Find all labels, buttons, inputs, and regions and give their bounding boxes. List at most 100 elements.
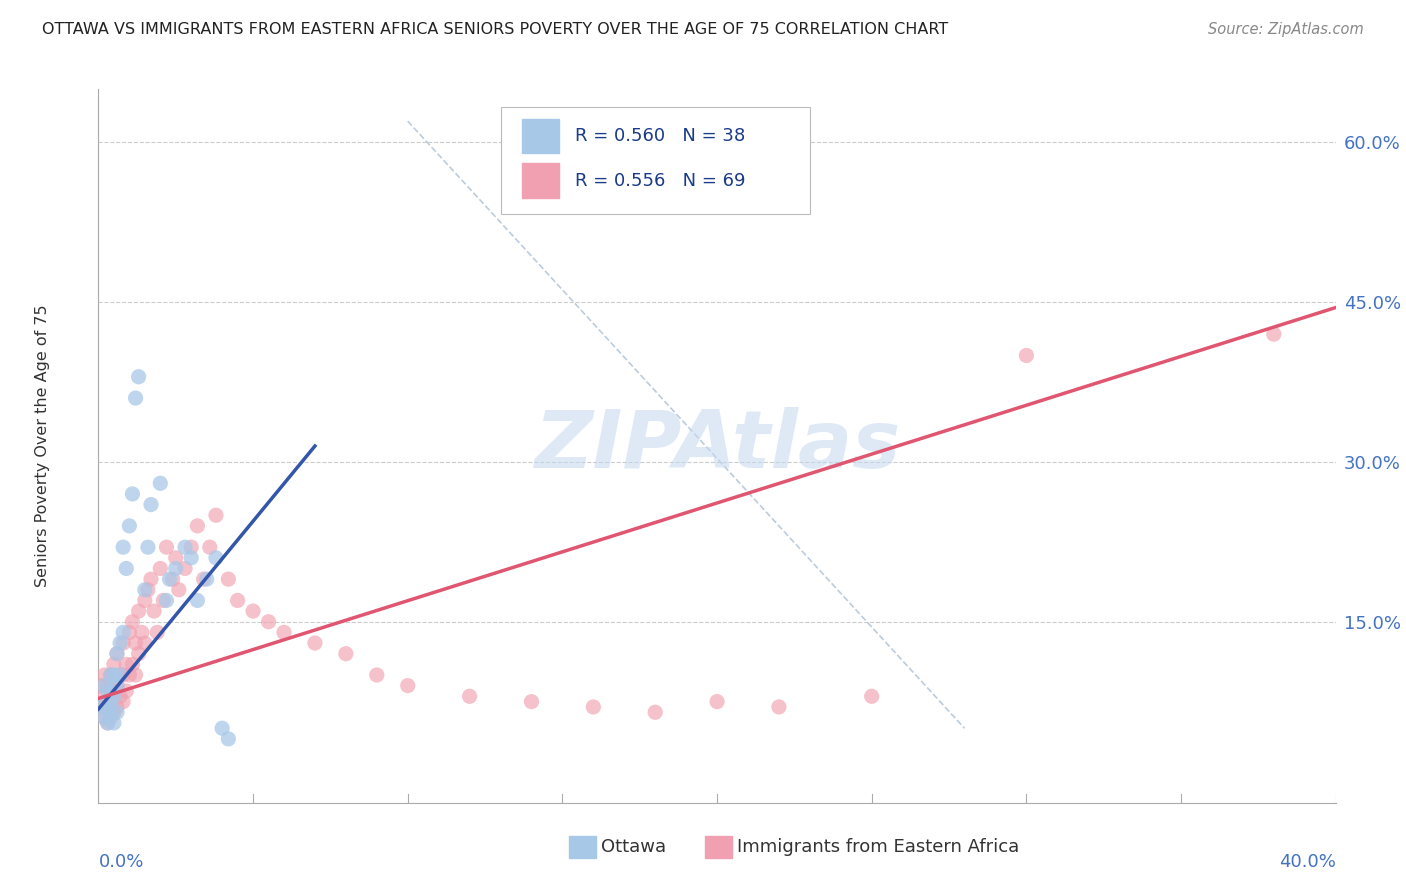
Point — [108, 636, 131, 650]
Point — [131, 625, 153, 640]
Point — [162, 572, 184, 586]
Point — [97, 679, 120, 693]
Point — [105, 647, 128, 661]
Point — [644, 706, 666, 720]
Point — [180, 550, 202, 565]
Point — [105, 679, 128, 693]
Point — [115, 657, 138, 672]
Point — [143, 604, 166, 618]
Point — [103, 657, 125, 672]
Point — [112, 636, 135, 650]
Point — [103, 715, 125, 730]
Point — [100, 668, 122, 682]
Text: 40.0%: 40.0% — [1279, 853, 1336, 871]
Point — [174, 540, 197, 554]
Point — [103, 684, 125, 698]
Point — [136, 582, 159, 597]
Point — [167, 582, 190, 597]
Point — [97, 700, 120, 714]
Point — [93, 668, 115, 682]
FancyBboxPatch shape — [522, 163, 558, 198]
Text: Seniors Poverty Over the Age of 75: Seniors Poverty Over the Age of 75 — [35, 305, 51, 587]
Point — [105, 679, 128, 693]
Text: 0.0%: 0.0% — [98, 853, 143, 871]
Point — [155, 593, 177, 607]
Point — [121, 487, 143, 501]
Point — [304, 636, 326, 650]
Point — [152, 593, 174, 607]
Point — [180, 540, 202, 554]
Point — [217, 731, 239, 746]
Point — [90, 700, 112, 714]
Point — [100, 710, 122, 724]
Point — [97, 715, 120, 730]
Point — [93, 710, 115, 724]
Point — [93, 710, 115, 724]
Point — [366, 668, 388, 682]
Point — [103, 706, 125, 720]
Point — [1263, 327, 1285, 342]
Point — [118, 519, 141, 533]
Point — [105, 647, 128, 661]
Point — [582, 700, 605, 714]
Point — [121, 615, 143, 629]
Point — [118, 668, 141, 682]
Point — [121, 657, 143, 672]
Text: OTTAWA VS IMMIGRANTS FROM EASTERN AFRICA SENIORS POVERTY OVER THE AGE OF 75 CORR: OTTAWA VS IMMIGRANTS FROM EASTERN AFRICA… — [42, 22, 949, 37]
Point — [1015, 349, 1038, 363]
Point — [139, 498, 162, 512]
Point — [768, 700, 790, 714]
FancyBboxPatch shape — [568, 837, 596, 858]
Text: Ottawa: Ottawa — [600, 838, 666, 856]
FancyBboxPatch shape — [704, 837, 733, 858]
Point — [242, 604, 264, 618]
Point — [205, 508, 228, 523]
Point — [93, 690, 115, 704]
Point — [155, 540, 177, 554]
Text: Source: ZipAtlas.com: Source: ZipAtlas.com — [1208, 22, 1364, 37]
Point — [97, 715, 120, 730]
Text: R = 0.556   N = 69: R = 0.556 N = 69 — [575, 171, 745, 189]
Point — [520, 695, 543, 709]
Point — [186, 593, 208, 607]
Point — [136, 540, 159, 554]
Point — [195, 572, 218, 586]
Point — [124, 668, 146, 682]
Point — [112, 625, 135, 640]
Point — [134, 593, 156, 607]
Point — [134, 582, 156, 597]
Text: Immigrants from Eastern Africa: Immigrants from Eastern Africa — [737, 838, 1019, 856]
Point — [124, 391, 146, 405]
Point — [211, 721, 233, 735]
Point — [100, 668, 122, 682]
Point — [128, 369, 150, 384]
Point — [396, 679, 419, 693]
Point — [103, 668, 125, 682]
Point — [108, 668, 131, 682]
Point — [124, 636, 146, 650]
Point — [193, 572, 215, 586]
Point — [90, 700, 112, 714]
FancyBboxPatch shape — [522, 120, 558, 153]
Point — [149, 561, 172, 575]
Text: R = 0.560   N = 38: R = 0.560 N = 38 — [575, 128, 745, 145]
Point — [93, 679, 115, 693]
Point — [134, 636, 156, 650]
Point — [186, 519, 208, 533]
Point — [100, 706, 122, 720]
Point — [90, 679, 112, 693]
Point — [100, 695, 122, 709]
Point — [105, 700, 128, 714]
Point — [198, 540, 221, 554]
Point — [97, 700, 120, 714]
Point — [273, 625, 295, 640]
Point — [217, 572, 239, 586]
Point — [458, 690, 481, 704]
Point — [159, 572, 181, 586]
Point — [146, 625, 169, 640]
Point — [860, 690, 883, 704]
Point — [112, 540, 135, 554]
FancyBboxPatch shape — [501, 107, 810, 214]
Point — [115, 561, 138, 575]
Point — [112, 668, 135, 682]
